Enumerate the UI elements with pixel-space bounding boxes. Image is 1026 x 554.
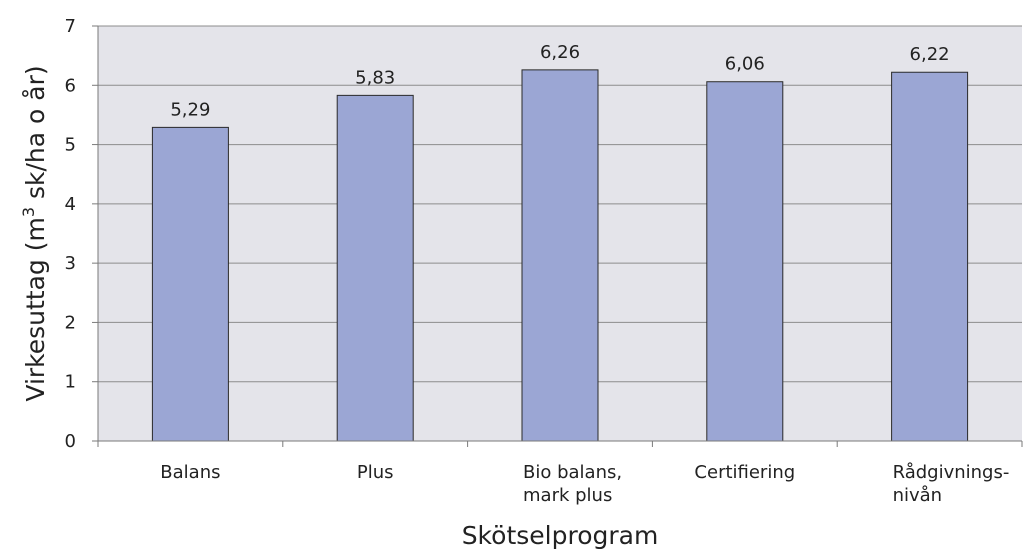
y-tick-labels: 0 1 2 3 4 5 6 7 (65, 16, 76, 452)
x-tick-label-line: Balans (160, 462, 220, 483)
x-tick-label-line: Bio balans, (523, 462, 622, 483)
x-tick-label-line: Rådgivnings- (893, 462, 1010, 483)
data-label: 5,29 (170, 99, 210, 120)
x-tick-labels: Balans Plus Bio balans, mark plus Certifieri… (160, 462, 1009, 506)
x-tick-label: Rådgivnings-nivån (893, 462, 1010, 506)
y-axis-title-superscript: 3 (19, 207, 38, 217)
bar (336, 94, 414, 442)
x-tick-label-line: nivån (893, 485, 943, 506)
bar (151, 126, 229, 442)
bar (891, 71, 969, 442)
bar (706, 81, 784, 442)
y-tick-label: 4 (65, 194, 76, 215)
x-tick-label: Balans (160, 462, 220, 483)
y-tick-label: 5 (65, 135, 76, 156)
x-tick-label-line: Certifiering (694, 462, 795, 483)
x-tick-label: Bio balans, mark plus (523, 462, 622, 506)
data-label: 6,06 (725, 54, 765, 75)
x-tick-label-line: Plus (357, 462, 394, 483)
data-label: 5,83 (355, 67, 395, 88)
x-tick-label-line: mark plus (523, 485, 612, 506)
axes (92, 25, 1023, 447)
y-tick-label: 2 (65, 312, 76, 333)
y-axis-title: Virkesuttag (m3 sk/ha o år) (19, 65, 50, 401)
data-label: 6,22 (910, 44, 950, 65)
bar (521, 69, 599, 442)
y-tick-label: 7 (65, 16, 76, 37)
y-tick-label: 3 (65, 253, 76, 274)
x-tick-label: Plus (357, 462, 394, 483)
x-axis-title: Skötselprogram (462, 521, 659, 550)
data-labels: 5,29 5,83 6,26 6,06 6,22 (170, 42, 949, 121)
y-axis-title-suffix: sk/ha o år) (21, 65, 50, 207)
y-tick-label: 6 (65, 75, 76, 96)
data-label: 6,26 (540, 42, 580, 63)
y-tick-label: 1 (65, 372, 76, 393)
y-axis-title-prefix: Virkesuttag (m (21, 217, 50, 401)
x-tick-label: Certifiering (694, 462, 795, 483)
y-tick-label: 0 (65, 431, 76, 452)
